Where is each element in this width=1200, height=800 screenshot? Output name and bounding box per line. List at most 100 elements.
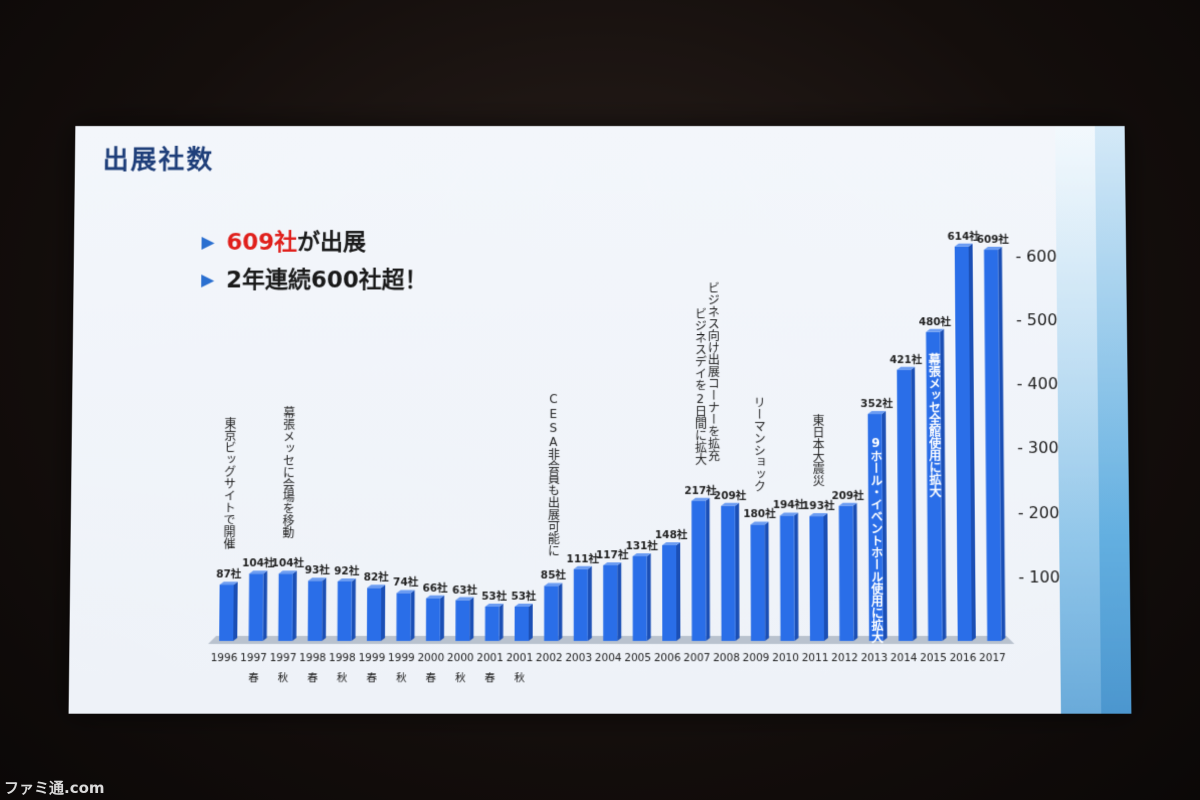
bar-side — [440, 595, 444, 641]
annotation: リーマンショック — [752, 396, 766, 492]
exhibitor-bar-chart: 87社 1996 104社 1997 春 104社 1997 秋 93社 1998 春 92社 1998… — [69, 126, 1132, 714]
x-tick-label: 1997 — [240, 652, 267, 664]
annotation: 東日本大震災 — [811, 414, 825, 486]
x-tick-label: 2001 — [506, 652, 533, 664]
x-season-label: 春 — [248, 672, 259, 684]
data-label: 74社 — [393, 576, 419, 589]
data-label: 209社 — [714, 489, 747, 502]
data-label: 148社 — [655, 528, 688, 541]
bar-side — [381, 585, 385, 641]
data-label: 93社 — [305, 564, 331, 577]
bar — [839, 506, 854, 641]
bar — [308, 581, 322, 641]
annotation: CESA非会員も出展可能に — [546, 392, 560, 556]
x-tick-label: 2015 — [920, 652, 947, 664]
x-season-label: 秋 — [396, 671, 407, 684]
x-tick-label: 2009 — [743, 652, 770, 664]
bar — [219, 585, 234, 641]
x-tick-label: 1999 — [358, 652, 385, 664]
x-tick-label: 1997 — [270, 652, 297, 664]
bar — [367, 588, 381, 641]
bar — [278, 574, 293, 641]
data-label: 614社 — [947, 230, 980, 243]
x-tick-label: 1998 — [329, 652, 356, 664]
x-tick-label: 2000 — [447, 652, 474, 664]
bar-side — [410, 590, 414, 641]
y-tick-label: - 100 — [1018, 567, 1060, 586]
y-tick-label: - 600 — [1015, 247, 1056, 266]
annotation: 幕張メッセ全館使用に拡大 — [927, 353, 942, 499]
bar — [456, 600, 470, 641]
bar-side — [470, 597, 474, 641]
watermark-logo: ファミ通.com — [4, 777, 105, 798]
x-tick-label: 1999 — [388, 652, 415, 664]
data-label: 131社 — [625, 539, 658, 552]
data-label: 193社 — [802, 499, 835, 512]
data-label: 117社 — [596, 548, 629, 561]
x-tick-label: 2011 — [802, 652, 829, 664]
bar — [692, 501, 706, 641]
annotation: 9ホール・イベントホール使用に拡大 — [869, 436, 884, 643]
data-label: 480社 — [919, 315, 952, 328]
bar — [662, 545, 676, 641]
x-tick-label: 2016 — [949, 652, 976, 664]
bar — [485, 607, 499, 641]
bar-side — [647, 553, 651, 641]
x-season-label: 春 — [485, 672, 496, 684]
x-tick-label: 2017 — [979, 652, 1006, 664]
x-tick-label: 2006 — [654, 652, 681, 664]
bar — [721, 506, 735, 641]
bar — [751, 525, 765, 641]
x-tick-label: 2014 — [890, 652, 917, 664]
data-label: 180社 — [743, 508, 776, 521]
annotation: ビジネス向け出展コーナーを拡充 — [706, 282, 720, 462]
bar-side — [499, 604, 503, 641]
x-season-label: 秋 — [278, 671, 289, 684]
data-label: 53社 — [511, 589, 537, 602]
data-label: 87社 — [216, 568, 242, 581]
data-label: 92社 — [334, 564, 360, 577]
x-tick-label: 1996 — [211, 652, 238, 664]
x-tick-label: 2008 — [713, 652, 740, 664]
bar-side — [823, 513, 828, 641]
bar-side — [617, 562, 621, 641]
x-season-label: 秋 — [514, 671, 525, 684]
data-label: 421社 — [890, 353, 923, 366]
data-label: 104社 — [242, 557, 275, 570]
x-season-label: 秋 — [337, 671, 348, 684]
bar-side — [676, 542, 680, 641]
bar — [515, 607, 529, 641]
bar-side — [853, 503, 858, 641]
y-tick-label: - 400 — [1017, 374, 1059, 393]
data-label: 209社 — [832, 489, 865, 502]
x-tick-label: 2002 — [536, 652, 563, 664]
bar — [633, 556, 647, 641]
bar — [897, 370, 913, 641]
x-tick-label: 1998 — [299, 652, 326, 664]
y-tick-label: - 300 — [1017, 438, 1059, 457]
x-tick-label: 2012 — [831, 652, 858, 664]
data-label: 194社 — [773, 499, 806, 512]
data-label: 85社 — [541, 569, 567, 582]
bar — [337, 581, 351, 641]
bar — [544, 586, 558, 641]
annotation: 幕張メッセに会場を移動 — [281, 406, 296, 539]
x-season-label: 秋 — [455, 671, 466, 684]
bar — [809, 516, 824, 641]
x-season-label: 春 — [366, 672, 377, 684]
x-tick-label: 2004 — [595, 652, 622, 664]
bar — [396, 593, 410, 641]
x-tick-label: 2000 — [417, 652, 444, 664]
bar-side — [529, 604, 533, 641]
bar-side — [292, 571, 296, 641]
data-label: 53社 — [482, 589, 508, 602]
bar-side — [263, 571, 268, 641]
bar-side — [588, 566, 592, 641]
bar — [574, 569, 588, 641]
bar-side — [765, 522, 769, 641]
bar-side — [558, 583, 562, 641]
y-tick-label: - 200 — [1018, 503, 1060, 522]
bar-side — [706, 498, 710, 641]
x-tick-label: 2013 — [861, 652, 888, 664]
